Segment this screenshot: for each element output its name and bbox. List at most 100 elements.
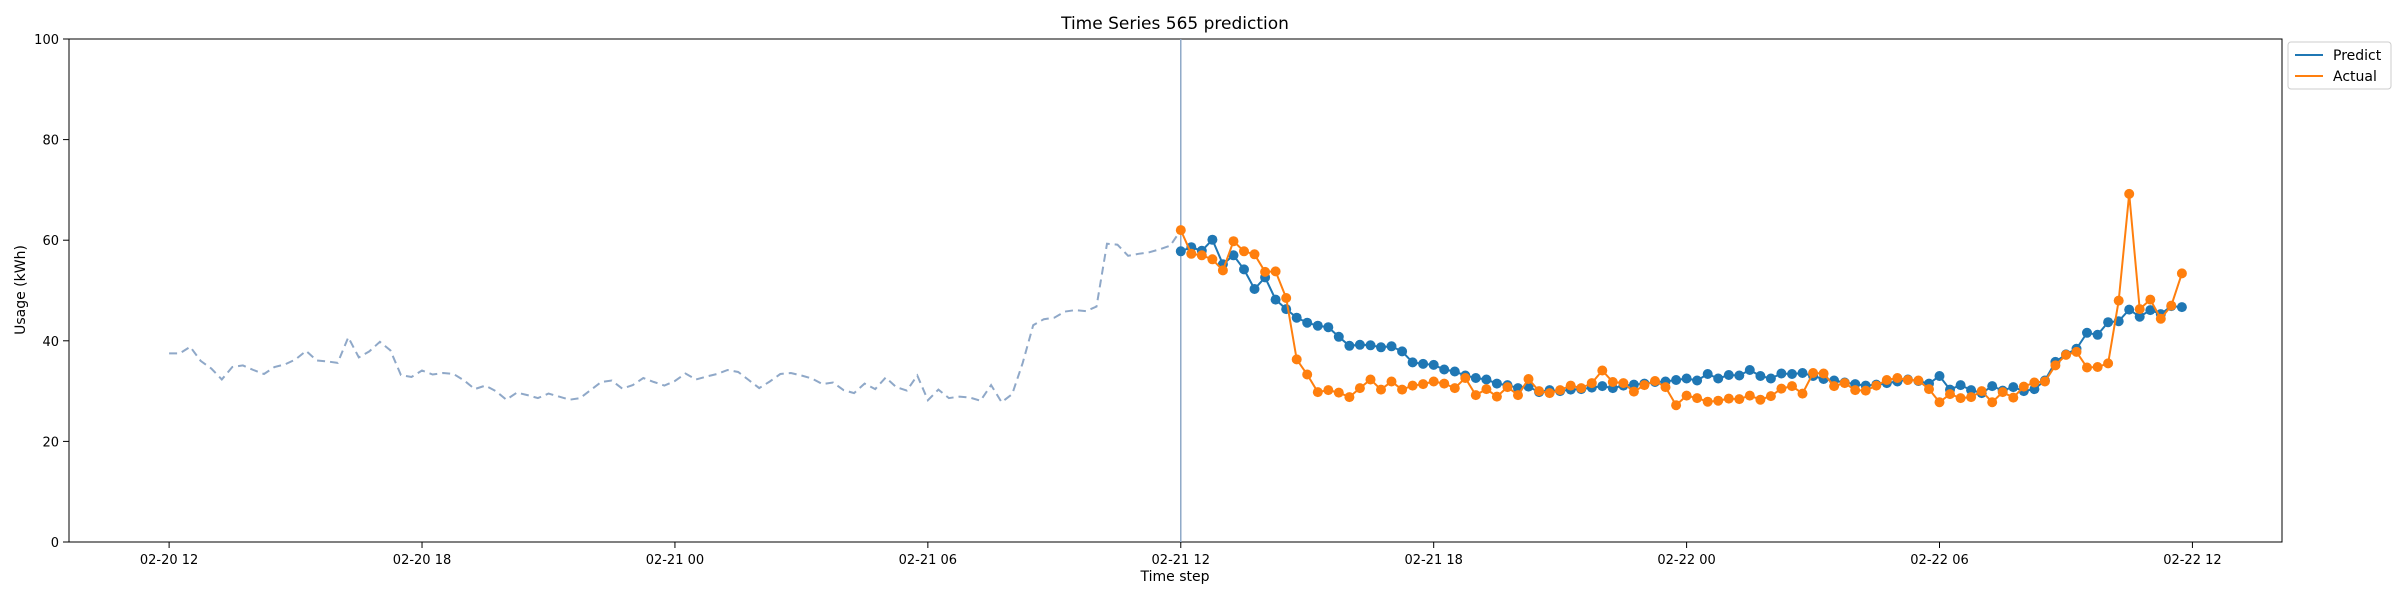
series-point-actual — [2113, 295, 2124, 306]
series-point-actual — [1829, 381, 1840, 392]
series-point-actual — [1787, 381, 1797, 392]
x-tick-label: 02-20 12 — [140, 553, 198, 568]
series-point-actual — [1460, 373, 1471, 383]
series-point-actual — [1934, 397, 1945, 408]
series-point-actual — [1302, 369, 1313, 380]
y-tick-label: 100 — [34, 33, 59, 48]
series-point-predict — [1365, 340, 1376, 351]
series-point-actual — [1924, 384, 1934, 395]
series-point-predict — [1797, 368, 1808, 378]
series-point-actual — [2124, 188, 2135, 199]
series-point-actual — [1818, 368, 1829, 379]
series-point-actual — [1407, 380, 1418, 391]
series-point-actual — [1439, 378, 1450, 389]
series-point-predict — [1671, 375, 1682, 385]
series-point-actual — [1744, 390, 1755, 401]
legend-label-actual: Actual — [2333, 69, 2377, 85]
series-point-predict — [1597, 381, 1608, 392]
series-point-actual — [1618, 378, 1629, 389]
series-point-actual — [1428, 376, 1439, 387]
series-point-actual — [2039, 376, 2050, 387]
series-point-actual — [1660, 382, 1671, 393]
series-point-actual — [1502, 382, 1513, 393]
series-point-actual — [1228, 236, 1239, 247]
series-point-actual — [1270, 266, 1281, 277]
series-point-actual — [1207, 254, 1218, 265]
series-point-actual — [2061, 349, 2071, 360]
series-point-predict — [1734, 370, 1745, 381]
series-point-actual — [1449, 383, 1460, 394]
series-point-actual — [2155, 313, 2166, 324]
series-point-actual — [1650, 376, 1660, 386]
series-point-actual — [1860, 385, 1871, 396]
series-point-actual — [1692, 393, 1703, 404]
series-point-actual — [2166, 300, 2177, 311]
series-point-actual — [1628, 386, 1639, 397]
series-point-actual — [1544, 388, 1555, 399]
series-point-actual — [1755, 394, 1766, 405]
series-point-actual — [1723, 393, 1734, 404]
series-point-predict — [1207, 234, 1218, 245]
x-tick-label: 02-22 00 — [1657, 553, 1715, 568]
x-tick-label: 02-21 06 — [899, 553, 957, 568]
series-point-actual — [1607, 377, 1618, 387]
series-point-predict — [1934, 371, 1945, 381]
series-point-actual — [2082, 362, 2092, 373]
series-point-predict — [2145, 305, 2156, 316]
series-point-predict — [2134, 311, 2145, 322]
series-point-actual — [1481, 384, 1492, 395]
series-line-actual — [1179, 193, 2183, 407]
series-point-actual — [1534, 386, 1545, 397]
series-point-predict — [1449, 366, 1460, 377]
x-tick-label: 02-22 06 — [1910, 553, 1968, 568]
series-point-actual — [1312, 387, 1323, 398]
series-point-actual — [2050, 360, 2061, 371]
x-tick-label: 02-20 18 — [393, 553, 451, 568]
series-point-actual — [1470, 390, 1481, 401]
y-axis-label: Usage (kWh) — [13, 245, 29, 335]
series-point-actual — [1808, 368, 1819, 378]
series-point-actual — [1354, 383, 1365, 394]
series-point-predict — [2092, 329, 2103, 340]
series-point-predict — [1354, 339, 1365, 350]
plot-marks: 0 20 40 60 80 100 02-20 12 02-20 18 02-21 00 02-2… — [34, 33, 2221, 568]
series-point-actual — [2029, 377, 2040, 388]
series-point-actual — [1639, 380, 1650, 391]
series-point-actual — [1281, 293, 1292, 303]
series-point-actual — [1871, 380, 1882, 391]
series-point-actual — [1945, 389, 1955, 400]
series-point-actual — [1365, 374, 1376, 385]
series-point-actual — [1966, 392, 1977, 403]
series-point-predict — [1175, 246, 1186, 257]
series-point-predict — [1312, 320, 1323, 331]
series-point-predict — [1776, 368, 1787, 379]
series-point-actual — [1955, 393, 1966, 404]
legend: Predict Actual — [2287, 41, 2392, 90]
x-tick-label: 02-22 12 — [2163, 553, 2221, 568]
series-point-predict — [1302, 317, 1313, 328]
series-point-predict — [1291, 312, 1302, 323]
series-point-actual — [1881, 375, 1892, 385]
series-point-actual — [1839, 378, 1850, 389]
series-point-actual — [1597, 365, 1608, 376]
series-point-actual — [2008, 392, 2019, 403]
y-tick-label: 0 — [51, 536, 59, 551]
series-point-predict — [1270, 294, 1281, 305]
series-point-actual — [1418, 379, 1429, 390]
series-point-actual — [1765, 391, 1776, 402]
plot-area — [68, 38, 2283, 543]
chart-title: Time Series 565 prediction — [1060, 14, 1289, 34]
series-point-actual — [1291, 354, 1302, 365]
series-point-actual — [1997, 387, 2008, 398]
series-point-predict — [1755, 371, 1766, 381]
series-point-actual — [2092, 362, 2103, 372]
series-point-actual — [1386, 376, 1397, 387]
y-tick-label: 60 — [42, 234, 59, 249]
series-point-predict — [1702, 369, 1713, 379]
series-point-actual — [1186, 248, 1197, 259]
series-point-predict — [1397, 346, 1408, 357]
series-point-actual — [1217, 265, 1228, 276]
series-point-predict — [1376, 342, 1386, 353]
series-point-predict — [2103, 317, 2114, 328]
